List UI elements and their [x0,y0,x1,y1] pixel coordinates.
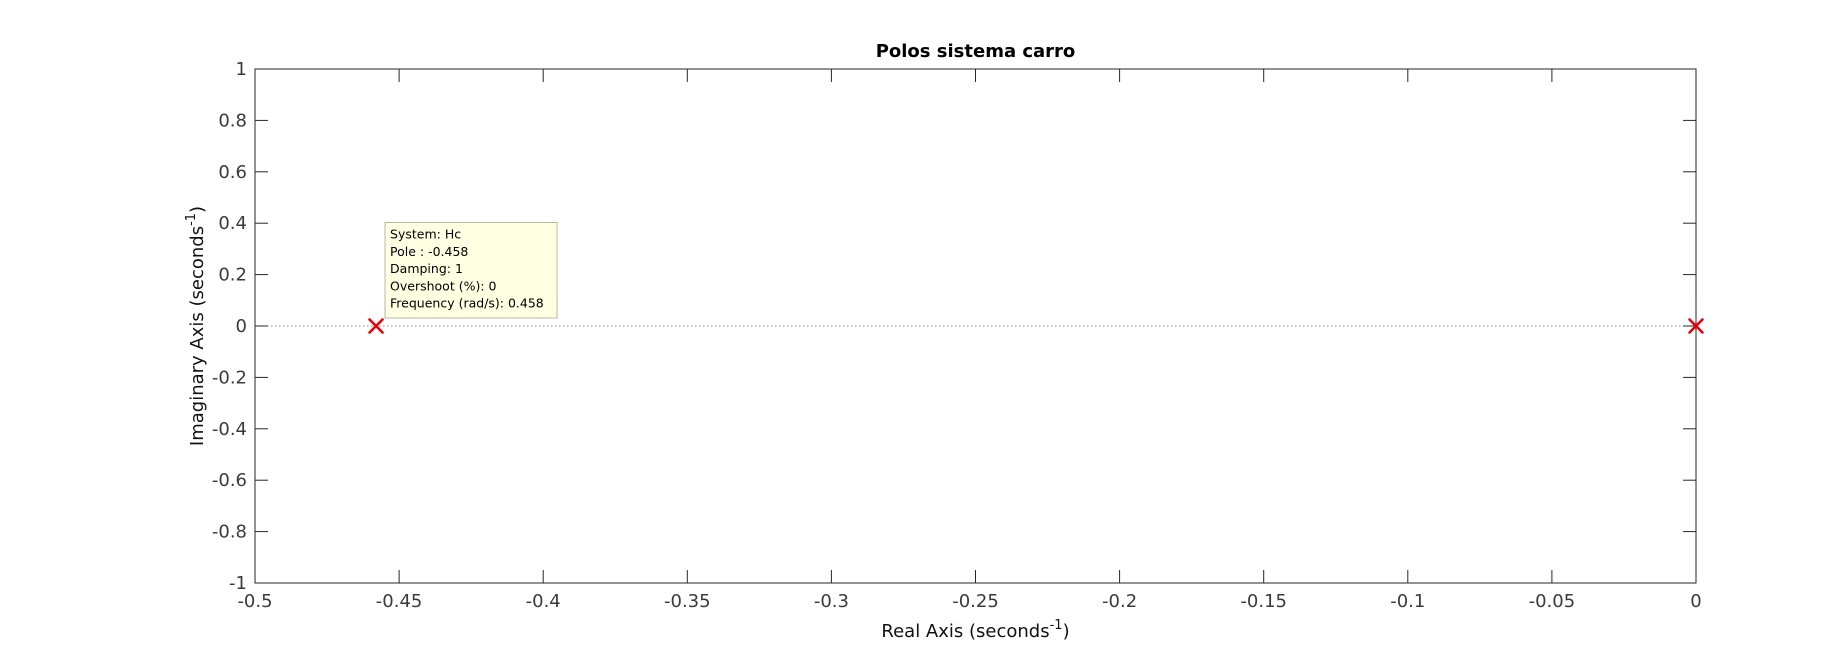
x-tick-label: -0.45 [376,591,423,612]
y-tick-label: -1 [229,573,247,594]
datatip-line: System: Hc [390,227,461,242]
pole-marker[interactable] [1688,318,1704,334]
x-axis-label-close: ) [1063,621,1070,642]
x-tick-labels: -0.5 -0.45 -0.4 -0.35 -0.3 -0.25 -0.2 -0.15 -0.1… [237,591,1701,612]
y-tick-label: 0.6 [218,162,247,183]
x-tick-label: -0.35 [664,591,711,612]
y-tick-label: 0.4 [218,213,247,234]
y-axis-label-sup: -1 [184,213,199,226]
y-tick-label: -0.6 [212,470,247,491]
y-tick-label: 0 [236,316,247,337]
x-tick-label: -0.25 [952,591,999,612]
x-tick-label: -0.3 [814,591,849,612]
x-axis-label: Real Axis (seconds-1) [881,618,1069,642]
x-tick-label: -0.05 [1529,591,1576,612]
pole-marker[interactable] [368,318,384,334]
y-tick-label: -0.4 [212,419,247,440]
y-tick-label: -0.2 [212,367,247,388]
y-axis-label-close: ) [187,206,208,213]
y-tick-labels: 1 0.8 0.6 0.4 0.2 0 -0.2 -0.4 -0.6 -0.8 -1 [212,59,247,594]
datatip-line: Frequency (rad/s): 0.458 [390,296,544,311]
x-tick-label: -0.4 [526,591,561,612]
datatip-line: Overshoot (%): 0 [390,278,496,293]
x-axis-label-sup: -1 [1050,618,1063,633]
datatip-line: Damping: 1 [390,261,463,276]
x-axis-label-text: Real Axis (seconds [881,621,1049,642]
y-tick-label: -0.8 [212,522,247,543]
pole-markers [368,318,1704,334]
y-axis-label-text: Imaginary Axis (seconds [187,226,208,446]
datatip[interactable]: System: Hc Pole : -0.458 Damping: 1 Oversho… [384,222,558,319]
y-axis-label: Imaginary Axis (seconds-1) [184,206,208,446]
ticks-group [254,68,1697,584]
x-tick-label: -0.15 [1240,591,1287,612]
chart-title: Polos sistema carro [876,41,1076,62]
x-tick-label: -0.1 [1390,591,1425,612]
datatip-box [384,222,558,319]
x-tick-label: -0.2 [1102,591,1137,612]
datatip-line: Pole : -0.458 [390,244,468,259]
y-tick-label: 1 [236,59,247,80]
datatip-lines: System: Hc Pole : -0.458 Damping: 1 Oversho… [390,227,544,311]
y-tick-label: 0.8 [218,110,247,131]
x-tick-label: -0.5 [237,591,272,612]
x-tick-label: 0 [1690,591,1701,612]
y-tick-label: 0.2 [218,265,247,286]
